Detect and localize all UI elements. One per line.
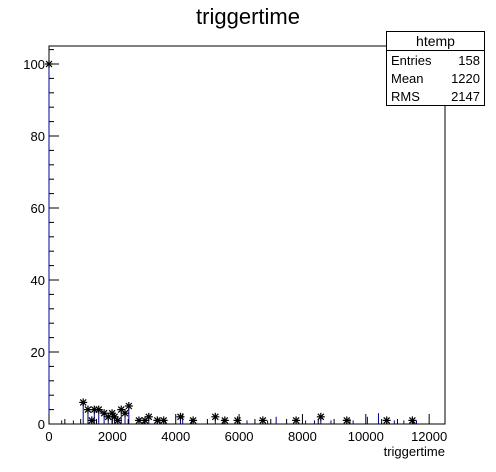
data-point-marker — [94, 405, 103, 414]
stats-row-mean: Mean 1220 — [387, 69, 484, 87]
stats-box: htemp Entries 158 Mean 1220 RMS 2147 — [386, 31, 485, 106]
data-point-marker — [79, 398, 88, 407]
stats-rms-label: RMS — [391, 89, 420, 104]
data-point-marker — [211, 412, 220, 421]
x-tick-label: 6000 — [225, 429, 254, 444]
data-point-marker — [292, 416, 301, 425]
chart-title: triggertime — [196, 4, 300, 29]
x-tick-label: 0 — [45, 429, 52, 444]
x-tick-label: 4000 — [161, 429, 190, 444]
stats-entries-label: Entries — [391, 53, 432, 68]
x-tick-label: 12000 — [411, 429, 447, 444]
y-tick-label: 0 — [38, 417, 45, 432]
y-tick-label: 40 — [31, 273, 45, 288]
stats-box-title: htemp — [387, 32, 484, 51]
stats-row-entries: Entries 158 — [387, 51, 484, 69]
x-axis-label: triggertime — [384, 444, 445, 459]
data-point-marker — [258, 416, 267, 425]
data-point-marker — [117, 405, 126, 414]
y-tick-label: 60 — [31, 201, 45, 216]
data-point-marker — [159, 416, 168, 425]
stats-mean-value: 1220 — [451, 71, 480, 86]
x-tick-label: 10000 — [348, 429, 384, 444]
y-tick-label: 80 — [31, 129, 45, 144]
data-point-marker — [144, 412, 153, 421]
stats-row-rms: RMS 2147 — [387, 87, 484, 105]
data-point-marker — [189, 416, 198, 425]
stats-entries-value: 158 — [458, 53, 480, 68]
data-point-marker — [87, 416, 96, 425]
data-point-marker — [220, 416, 229, 425]
data-point-marker — [176, 412, 185, 421]
data-point-marker — [316, 412, 325, 421]
y-tick-label: 20 — [31, 345, 45, 360]
x-tick-label: 2000 — [98, 429, 127, 444]
data-point-marker — [113, 416, 122, 425]
x-tick-label: 8000 — [288, 429, 317, 444]
data-point-marker — [408, 416, 417, 425]
stats-rms-value: 2147 — [451, 89, 480, 104]
y-tick-label: 100 — [23, 57, 45, 72]
data-point-marker — [124, 402, 133, 410]
data-point-marker — [382, 416, 391, 425]
data-point-marker — [121, 409, 130, 418]
stats-mean-label: Mean — [391, 71, 424, 86]
data-point-marker — [233, 416, 242, 425]
data-point-marker — [342, 416, 351, 425]
